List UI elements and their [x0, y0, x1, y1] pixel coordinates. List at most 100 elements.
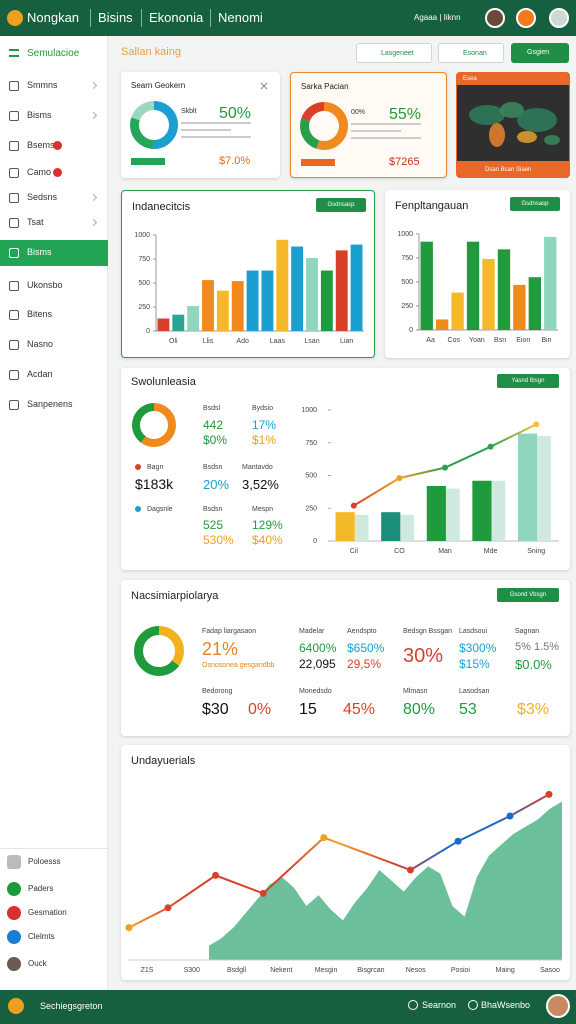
avatar[interactable]: [549, 8, 569, 28]
y-tick-label: 0: [313, 538, 317, 545]
nav-link[interactable]: Nenomi: [218, 10, 263, 25]
button[interactable]: Gsond Vbsgn: [497, 588, 559, 602]
button[interactable]: Yasnd Ibsgn: [497, 374, 559, 388]
menu-item[interactable]: Bisms: [27, 247, 52, 257]
stat-value: 53: [459, 701, 477, 718]
card-tag: [301, 159, 335, 166]
menu-item[interactable]: Bisms: [27, 110, 52, 120]
stat-label: Mantavdo: [242, 464, 273, 471]
stat-value: $0.0%: [515, 657, 552, 672]
menu-item[interactable]: Ouck: [28, 959, 47, 968]
y-tick-label: 250: [305, 505, 317, 512]
y-tick-label: 1000: [301, 407, 317, 414]
x-tick-label: Eion: [516, 337, 530, 344]
item-icon: [9, 370, 19, 380]
menu-item[interactable]: Clelmts: [28, 932, 55, 941]
button[interactable]: Gsgien: [511, 43, 569, 63]
avatar[interactable]: [485, 8, 505, 28]
badge: [53, 168, 62, 177]
item-icon: [9, 248, 19, 258]
button[interactable]: Esonan: [438, 43, 504, 63]
section-title: Nacsimiarpiolarya: [131, 590, 219, 602]
stat-value: $40%: [252, 533, 283, 547]
x-tick-label: Sning: [527, 548, 545, 555]
chart-card: Fenpltangauan Gsdnsasp 0 250 500 750 1000 Aa Cos…: [385, 190, 570, 358]
x-tick-label: Man: [438, 548, 452, 555]
menu-item[interactable]: Camo: [27, 167, 52, 177]
bar: [320, 270, 333, 331]
kpi-card: Sarka Pacian 00% 55% $7265: [290, 72, 447, 178]
stat-value: $650%: [347, 641, 385, 655]
footer-icon: [8, 998, 24, 1014]
donut-segment: [134, 626, 184, 676]
overview-card: Swolunleasia Yasnd Ibsgn Bagn Dagsnle Bsdsl 4…: [121, 368, 570, 570]
text-line: [351, 123, 421, 125]
avatar[interactable]: [546, 994, 570, 1018]
button-label[interactable]: Gsgien: [527, 49, 550, 56]
button[interactable]: Lasgeneet: [356, 43, 432, 63]
map-region: [489, 123, 505, 147]
menu-item[interactable]: Tsat: [27, 217, 44, 227]
footer-link[interactable]: BhaWsenbo: [481, 1000, 531, 1010]
x-tick-label: S300: [184, 967, 200, 974]
x-tick-label: Aa: [426, 337, 435, 344]
map-region: [544, 135, 560, 145]
item-icon: [7, 906, 21, 920]
menu-item[interactable]: Sedsns: [27, 192, 58, 202]
x-tick-label: CO: [394, 548, 405, 555]
menu-item[interactable]: Gesmation: [28, 908, 67, 917]
avatar[interactable]: [516, 8, 536, 28]
menu-item[interactable]: Bsems: [27, 140, 55, 150]
x-tick-label: Z1S: [141, 967, 154, 974]
button-label[interactable]: Esonan: [463, 50, 487, 57]
button[interactable]: Gsdnsasp: [510, 197, 560, 211]
stat-value: 3,52%: [242, 477, 279, 492]
menu-item[interactable]: Poloesss: [28, 857, 61, 866]
item-icon: [7, 882, 21, 896]
legend-dot: [135, 464, 141, 470]
button[interactable]: Gsdnsasp: [316, 198, 366, 212]
separator: [210, 9, 211, 27]
x-tick-label: Yoan: [469, 337, 485, 344]
text-line: [351, 130, 401, 132]
menu-item[interactable]: Smmns: [27, 80, 58, 90]
map-card: Esea Dsan Bcan Siaen: [456, 72, 570, 178]
kpi-card: Searn Geokern Skblt 50% $7.0%: [121, 72, 280, 178]
stat-label: Monedsdo: [299, 688, 332, 695]
page-title: Sallan kaing: [121, 46, 181, 58]
x-tick-label: Lian: [340, 338, 353, 345]
footer-link[interactable]: Searnon: [422, 1000, 457, 1010]
line-point: [212, 871, 220, 879]
stat-label: Sagnan: [515, 628, 540, 635]
menu-item[interactable]: Nasno: [27, 339, 54, 349]
summary-card: Nacsimiarpiolarya Gsond Vbsgn Fadap liarga…: [121, 580, 570, 736]
nav-link[interactable]: Bisins: [98, 10, 133, 25]
menu-item[interactable]: Sanpenens: [27, 399, 73, 409]
stat-label: Bedsgn Bssgan: [403, 628, 453, 635]
map-region: [469, 105, 505, 125]
stat-value: 29,5%: [347, 657, 382, 671]
donut-segment: [300, 102, 348, 150]
bar: [350, 244, 363, 331]
bar: [202, 280, 214, 331]
item-icon: [9, 400, 19, 410]
y-tick-label: 500: [401, 279, 413, 286]
stat-value: 129%: [252, 518, 283, 532]
menu-item[interactable]: Acdan: [27, 369, 53, 379]
item-icon: [7, 957, 21, 971]
menu-item[interactable]: Paders: [28, 884, 54, 893]
stat-value: 5% 1.5%: [515, 641, 560, 653]
button-label[interactable]: Lasgeneet: [381, 50, 414, 57]
menu-item[interactable]: Ukonsbo: [27, 280, 63, 290]
item-icon: [7, 930, 21, 944]
nav-link[interactable]: Ekononia: [149, 10, 204, 25]
line-point: [506, 812, 514, 820]
legend-label: Dagsnle: [147, 506, 173, 513]
bar: [246, 270, 259, 331]
stat-value: $183k: [135, 476, 174, 492]
menu-icon: [9, 49, 19, 57]
menu-item[interactable]: Bitens: [27, 309, 53, 319]
stat-value: 17%: [252, 418, 277, 432]
stat-value: 6400%: [299, 641, 337, 655]
stat-value: 30%: [403, 645, 444, 667]
